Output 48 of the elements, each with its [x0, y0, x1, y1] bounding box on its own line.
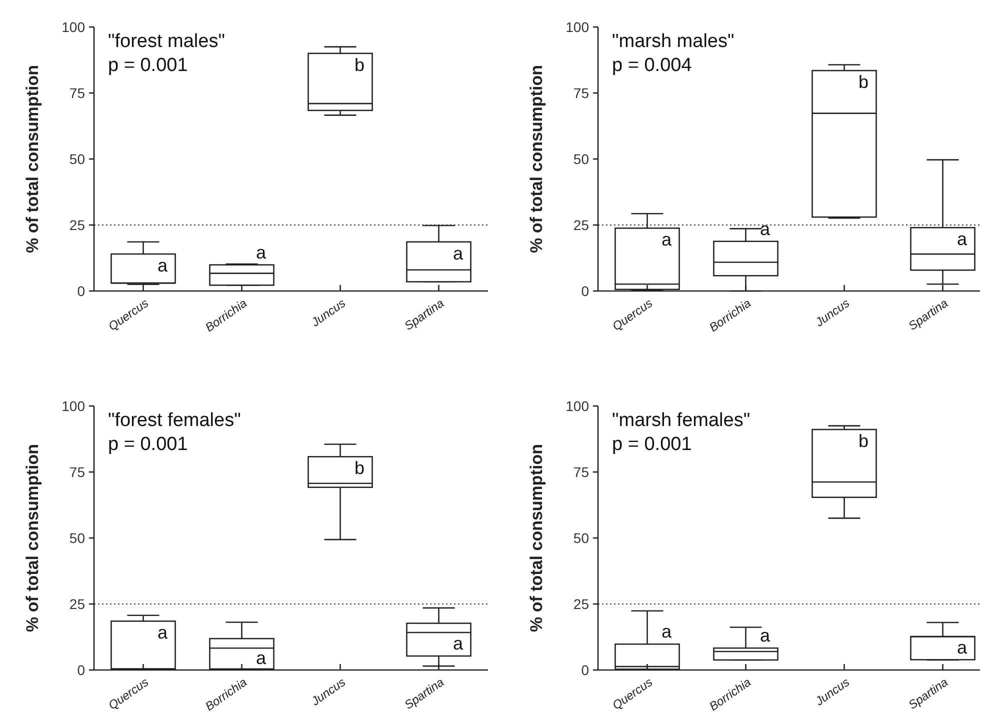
y-tick-label: 25: [573, 216, 590, 233]
annotation: a: [956, 229, 968, 250]
chart-title: "marsh males": [612, 31, 734, 52]
y-tick-label: 25: [573, 596, 590, 612]
annotation: a: [661, 622, 672, 642]
y-tick-label: 0: [77, 662, 86, 678]
y-axis-title: % of total consumption: [23, 65, 42, 253]
text: p = 0.004: [612, 55, 692, 76]
chart-title: "marsh females": [612, 410, 750, 431]
y-tick-label: 25: [69, 596, 86, 612]
annotation: a: [157, 622, 168, 643]
annotation: a: [157, 255, 168, 276]
chart-title: "forest females": [108, 410, 241, 431]
y-tick-label: 75: [573, 84, 590, 101]
y-axis-title: % of total consumption: [23, 444, 42, 632]
y-tick-label: 25: [69, 216, 86, 233]
annotation: b: [858, 72, 868, 92]
y-tick-label: 75: [69, 464, 86, 480]
y-tick-label: 0: [77, 282, 86, 299]
y-axis-title: % of total consumption: [527, 65, 546, 253]
y-tick-label: 100: [62, 398, 86, 414]
annotation: a: [760, 218, 771, 239]
annotation: a: [256, 242, 267, 262]
annotation: a: [956, 638, 968, 658]
annotation: b: [858, 430, 868, 451]
text: p = 0.001: [108, 55, 188, 76]
y-axis-title: % of total consumption: [527, 444, 546, 632]
y-tick-label: 100: [566, 398, 590, 414]
y-tick-label: 75: [573, 464, 590, 480]
y-tick-label: 50: [69, 530, 86, 546]
text: p = 0.001: [108, 434, 188, 455]
annotation: a: [452, 634, 464, 654]
annotation: b: [354, 54, 364, 75]
y-tick-label: 50: [573, 530, 590, 546]
annotation: a: [760, 625, 771, 646]
annotation: b: [354, 458, 364, 478]
y-tick-label: 0: [581, 662, 590, 678]
y-tick-label: 75: [69, 84, 86, 101]
y-tick-label: 50: [69, 150, 86, 167]
y-tick-label: 50: [573, 150, 590, 167]
chart-title: "forest males": [108, 31, 225, 52]
text: p = 0.001: [612, 434, 692, 455]
annotation: a: [452, 243, 464, 264]
y-tick-label: 100: [566, 18, 590, 35]
annotation: a: [256, 648, 267, 668]
y-tick-label: 0: [581, 282, 590, 299]
y-tick-label: 100: [62, 18, 86, 35]
annotation: a: [661, 230, 672, 250]
